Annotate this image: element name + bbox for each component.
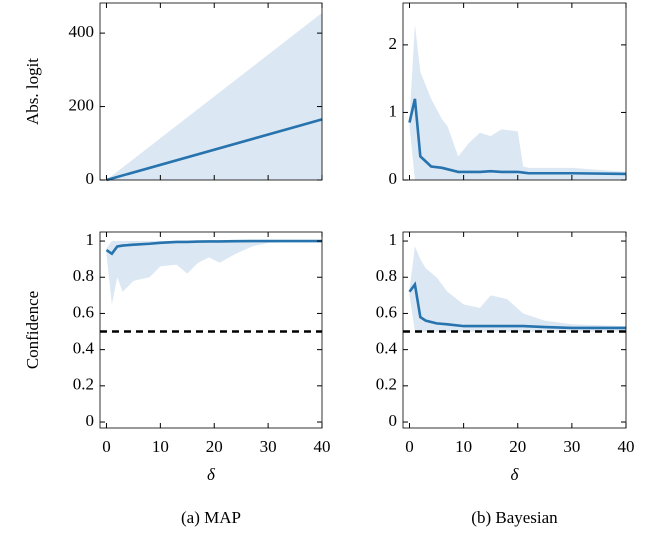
x-axis-label: δ: [207, 465, 216, 484]
y-axis-label: Confidence: [23, 291, 42, 369]
caption: (a) MAP: [181, 508, 241, 527]
x-tick-label: 40: [618, 437, 635, 456]
y-tick-label: 1: [389, 101, 398, 120]
caption: (b) Bayesian: [471, 508, 558, 527]
y-tick-label: 0.2: [73, 375, 94, 394]
mean-line: [408, 281, 626, 330]
y-tick-label: 0.8: [73, 266, 94, 285]
y-axis-label: Abs. logit: [23, 58, 42, 125]
confidence-band: [106, 12, 322, 181]
y-tick-label: 0: [86, 169, 95, 188]
x-tick-label: 20: [206, 437, 223, 456]
y-tick-label: 0.6: [73, 302, 94, 321]
y-tick-label: 2: [389, 34, 398, 53]
x-tick-label: 20: [509, 437, 526, 456]
mean-line: [106, 118, 323, 182]
y-tick-label: 0: [389, 169, 398, 188]
y-tick-label: 0: [389, 411, 398, 430]
y-tick-label: 0.8: [376, 266, 397, 285]
axes-frame: [402, 231, 627, 429]
x-axis-label: δ: [511, 465, 520, 484]
mean-line: [105, 239, 322, 256]
mean-line: [408, 98, 627, 176]
y-tick-label: 400: [69, 22, 95, 41]
axes-frame: [402, 2, 627, 181]
y-tick-label: 0.4: [73, 339, 95, 358]
confidence-band: [409, 246, 626, 332]
y-tick-label: 200: [69, 95, 95, 114]
x-tick-label: 40: [314, 437, 331, 456]
x-tick-label: 10: [152, 437, 169, 456]
y-tick-label: 0.6: [376, 302, 397, 321]
y-tick-label: 0.2: [376, 375, 397, 394]
x-tick-label: 30: [563, 437, 580, 456]
x-tick-label: 10: [455, 437, 472, 456]
confidence-band: [106, 241, 322, 305]
x-tick-label: 0: [102, 437, 111, 456]
y-tick-label: 0: [86, 411, 95, 430]
y-tick-label: 1: [389, 230, 398, 249]
axes-frame: [99, 2, 323, 181]
confidence-band: [409, 24, 626, 181]
x-tick-label: 0: [405, 437, 414, 456]
axes-frame: [99, 231, 323, 429]
y-tick-label: 1: [86, 230, 95, 249]
x-tick-label: 30: [260, 437, 277, 456]
y-tick-label: 0.4: [376, 339, 398, 358]
